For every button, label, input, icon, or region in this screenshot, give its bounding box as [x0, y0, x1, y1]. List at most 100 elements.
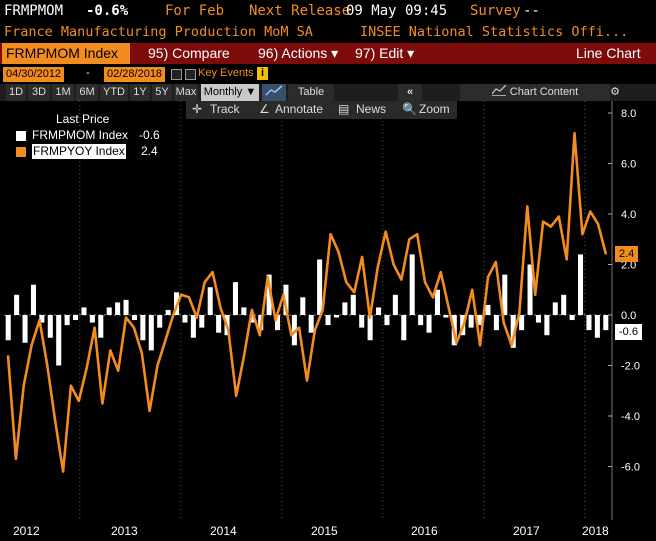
zoom-button[interactable]: Zoom [419, 102, 450, 116]
calendar-icon[interactable] [171, 69, 182, 80]
range-6m[interactable]: 6M [76, 84, 98, 101]
bar-mark [376, 307, 382, 315]
chart-type-icon[interactable] [262, 84, 286, 101]
bar-mark [73, 315, 79, 321]
current-value: -0.6% [86, 3, 129, 19]
frequency-select[interactable]: Monthly ▼ [201, 84, 259, 101]
news-icon[interactable]: ▤ [338, 102, 350, 116]
edit-label: Edit ▾ [379, 45, 415, 61]
view-type[interactable]: Line Chart [576, 45, 641, 61]
start-date-input[interactable]: 04/30/2012 [3, 67, 65, 82]
y-tick-label: 4.0 [621, 209, 636, 221]
y-tick-label: -6.0 [621, 462, 640, 474]
date-separator: - [86, 67, 90, 79]
bar-mark [409, 254, 415, 315]
x-year-label: 2016 [411, 524, 438, 538]
bar-mark [64, 315, 70, 326]
gear-icon[interactable]: ⚙ [610, 86, 620, 98]
track-icon[interactable]: ✛ [192, 102, 203, 116]
index-field[interactable]: FRMPMOM Index [2, 43, 130, 64]
bar-mark [359, 315, 365, 328]
legend-series1-label: FRMPMOM Index [32, 128, 129, 142]
bar-mark [603, 315, 609, 331]
legend-series2-label: FRMPYOY Index [32, 144, 126, 159]
x-year-label: 2013 [111, 524, 138, 538]
bar-mark [216, 315, 222, 333]
header-row: FRMPMOM -0.6% For Feb Next Release 09 Ma… [0, 0, 656, 24]
bar-mark [493, 315, 499, 331]
key-events-checkbox[interactable] [185, 69, 196, 80]
survey-value: -- [523, 3, 540, 19]
y-tick-label: -2.0 [621, 361, 640, 373]
legend-title: Last Price [56, 112, 110, 126]
range-max[interactable]: Max [174, 84, 198, 101]
y-tick-label: 8.0 [621, 108, 636, 120]
bar-mark [300, 297, 306, 315]
chart-tools-row: ✛ Track ∠ Annotate ▤ News 🔍 Zoom [0, 101, 656, 119]
bar-mark [392, 294, 398, 315]
table-button[interactable]: Table [288, 84, 334, 101]
for-period: For Feb [165, 3, 225, 19]
key-events-label: Key Events [198, 67, 254, 79]
chart-content-label: Chart Content [509, 86, 579, 98]
bar-mark [14, 294, 20, 315]
last-value-badge-mom: -0.6 [615, 324, 642, 340]
track-button[interactable]: Track [210, 102, 240, 116]
actions-button[interactable]: 96) Actions ▾ [258, 43, 338, 64]
bar-mark [401, 315, 407, 341]
bar-mark [443, 315, 449, 318]
bar-mark [123, 299, 129, 315]
back-icon[interactable]: « [398, 84, 422, 101]
legend-swatch-orange [16, 147, 26, 157]
bar-mark [56, 315, 62, 366]
bar-mark [586, 315, 592, 331]
actions-number: 96) [258, 45, 279, 61]
bar-mark [275, 315, 281, 331]
zoom-icon[interactable]: 🔍 [402, 102, 417, 116]
bar-mark [367, 315, 373, 341]
bar-mark [325, 315, 331, 326]
bar-mark [199, 315, 205, 328]
chart-content-button[interactable]: Chart Content [460, 84, 610, 101]
legend-series1-value: -0.6 [139, 128, 160, 142]
bar-mark [468, 315, 474, 328]
x-year-label: 2015 [311, 524, 338, 538]
news-button[interactable]: News [356, 102, 387, 116]
x-year-label: 2018 [582, 524, 609, 538]
y-tick-label: -4.0 [621, 411, 640, 423]
chart-content-icon [491, 85, 506, 96]
bar-mark [333, 315, 339, 318]
x-year-label: 2012 [13, 524, 40, 538]
edit-button[interactable]: 97) Edit ▾ [355, 43, 414, 64]
bar-series [5, 254, 609, 366]
bar-mark [249, 315, 255, 323]
chart-area[interactable]: 8.0 6.0 4.0 2.0 0.0 -2.0 -4.0 -6.0 [0, 101, 656, 520]
range-3d[interactable]: 3D [28, 84, 50, 101]
bar-mark [157, 315, 163, 328]
annotate-button[interactable]: Annotate [275, 102, 324, 116]
bar-mark [527, 264, 533, 315]
range-ytd[interactable]: YTD [100, 84, 128, 101]
info-icon[interactable]: i [257, 67, 268, 80]
bar-mark [519, 315, 525, 331]
bar-mark [283, 284, 289, 315]
compare-button[interactable]: 95) Compare [148, 43, 230, 64]
range-1y[interactable]: 1Y [130, 84, 150, 101]
bar-mark [578, 254, 584, 315]
bar-mark [544, 315, 550, 336]
bar-mark [47, 315, 53, 338]
annotate-icon[interactable]: ∠ [259, 102, 270, 116]
range-5y[interactable]: 5Y [152, 84, 172, 101]
end-date-input[interactable]: 02/28/2018 [104, 67, 166, 82]
range-1m[interactable]: 1M [52, 84, 74, 101]
ticker[interactable]: FRMPMOM [4, 3, 64, 19]
bar-mark [434, 289, 440, 315]
bar-mark [30, 284, 36, 315]
security-description: France Manufacturing Production MoM SA [4, 24, 313, 40]
legend-item-series2[interactable]: FRMPYOY Index 2.4 [14, 144, 164, 159]
range-1d[interactable]: 1D [6, 84, 26, 101]
legend-item-series1[interactable]: FRMPMOM Index -0.6 [14, 128, 164, 143]
last-value-badge-yoy: 2.4 [615, 246, 639, 262]
bar-mark [89, 315, 95, 323]
y-tick-label: 0.0 [621, 310, 636, 322]
